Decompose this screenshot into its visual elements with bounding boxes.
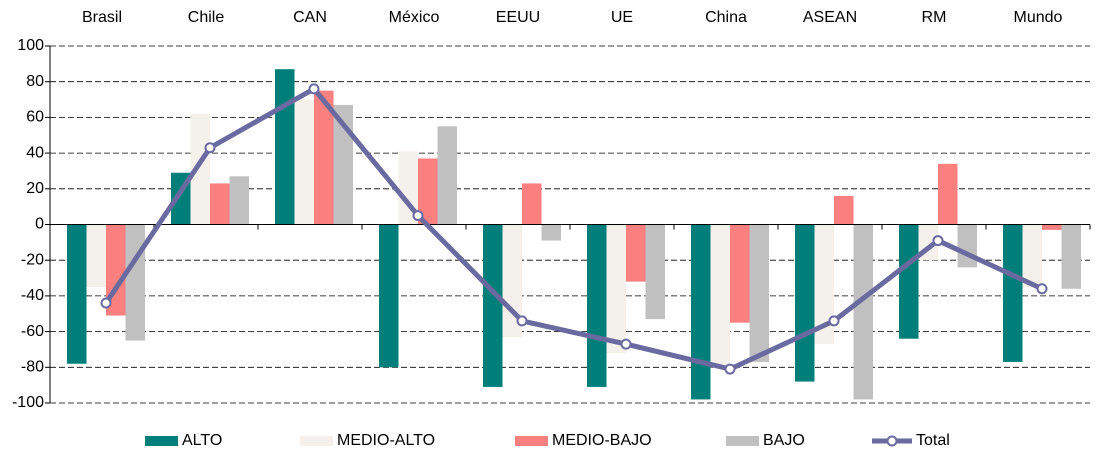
line-marker [204, 142, 216, 154]
category-label: Mundo [1014, 9, 1063, 26]
line-marker [412, 210, 424, 222]
y-tick-label: 40 [26, 144, 44, 161]
bar [710, 224, 730, 368]
bar [899, 224, 919, 339]
bar [418, 158, 438, 225]
bar [1003, 224, 1023, 362]
legend-swatch [515, 436, 548, 446]
bar [379, 224, 399, 368]
bar [1042, 224, 1062, 230]
bar [814, 224, 834, 345]
category-label: Brasil [82, 9, 122, 26]
category-label: México [389, 9, 440, 26]
legend-swatch [300, 436, 333, 446]
bar [1022, 224, 1042, 287]
bar [294, 99, 314, 225]
bar [210, 183, 230, 225]
bar [691, 224, 711, 400]
y-tick-label: -60 [21, 323, 44, 340]
category-label: China [705, 9, 747, 26]
bar [1061, 224, 1081, 289]
category-label: CAN [293, 9, 327, 26]
legend-label: MEDIO-BAJO [552, 432, 652, 449]
bar [853, 224, 873, 400]
category-label: UE [611, 9, 633, 26]
bar [938, 163, 958, 225]
legend-label: Total [916, 432, 950, 449]
legend-label: MEDIO-ALTO [337, 432, 435, 449]
y-tick-label: -80 [21, 359, 44, 376]
bar [275, 69, 295, 225]
bar [957, 224, 977, 268]
bar [749, 224, 769, 362]
line-marker [308, 83, 320, 95]
line-marker [1036, 283, 1048, 295]
line-marker [620, 338, 632, 350]
bar [314, 90, 334, 225]
bar [125, 224, 145, 341]
y-tick-label: -20 [21, 251, 44, 268]
bar [606, 224, 626, 354]
bar [541, 224, 561, 241]
line-marker [724, 363, 736, 375]
legend-swatch [726, 436, 759, 446]
line [103, 86, 1044, 372]
category-label: RM [922, 9, 947, 26]
legend-label: BAJO [763, 432, 805, 449]
bar [522, 183, 542, 225]
y-tick-label: 20 [26, 180, 44, 197]
bar [626, 224, 646, 282]
bar [190, 113, 210, 225]
legend-marker [886, 435, 898, 447]
bar [483, 224, 503, 387]
y-tick-label: 80 [26, 73, 44, 90]
y-tick-label: -40 [21, 287, 44, 304]
bar [437, 126, 457, 225]
line-marker [828, 315, 840, 327]
category-label: Chile [188, 9, 225, 26]
y-tick-label: 100 [17, 37, 44, 54]
line-marker [516, 315, 528, 327]
bar [795, 224, 815, 382]
bar [86, 224, 106, 287]
bar [229, 176, 249, 225]
bar [67, 224, 87, 364]
line-marker [932, 235, 944, 247]
category-label: EEUU [496, 9, 540, 26]
bar [587, 224, 607, 387]
bar [645, 224, 665, 320]
bar [834, 195, 854, 225]
category-label: ASEAN [803, 9, 857, 26]
line-marker [100, 297, 112, 309]
y-tick-label: -100 [12, 394, 44, 411]
legend-swatch [145, 436, 178, 446]
y-tick-label: 60 [26, 109, 44, 126]
bar [333, 104, 353, 225]
bar [730, 224, 750, 323]
legend-label: ALTO [182, 432, 222, 449]
y-tick-label: 0 [35, 216, 44, 233]
